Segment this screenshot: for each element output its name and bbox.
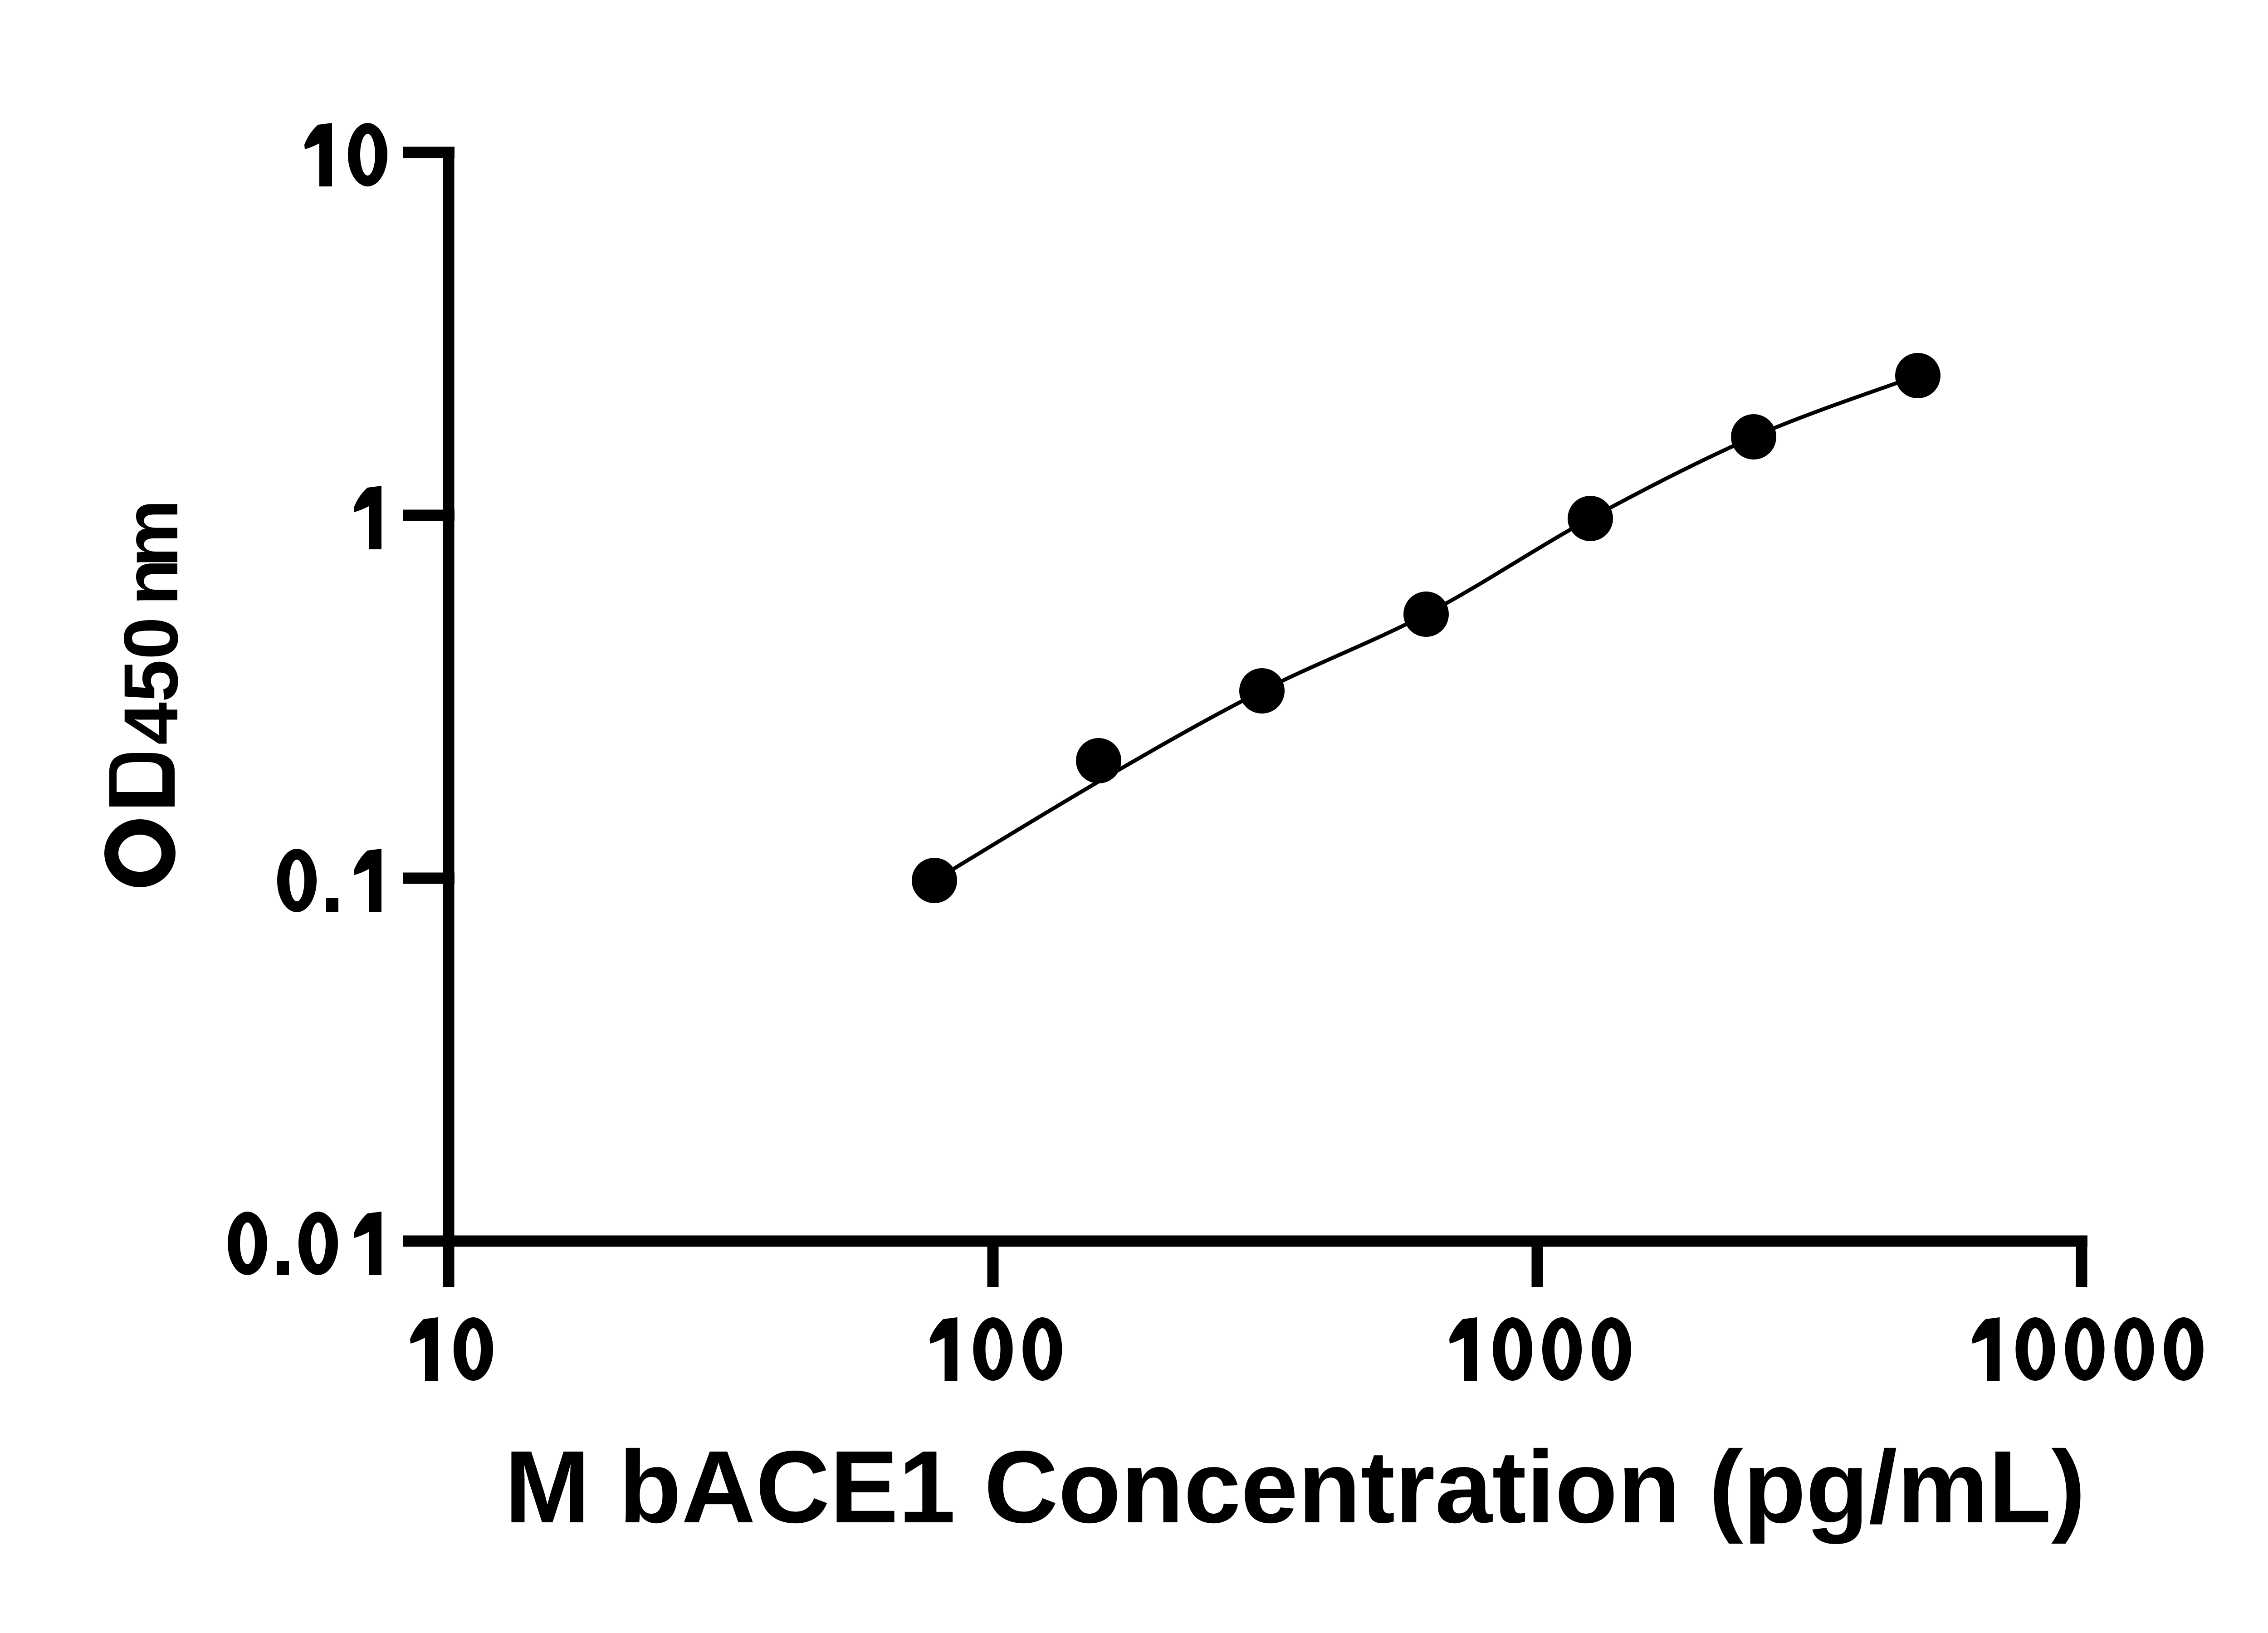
svg-text:m: m <box>108 499 194 567</box>
svg-text:M bACE1 Concentration (pg/mL): M bACE1 Concentration (pg/mL) <box>504 1429 2085 1544</box>
svg-text:n: n <box>108 559 194 606</box>
svg-text:450: 450 <box>108 617 194 745</box>
